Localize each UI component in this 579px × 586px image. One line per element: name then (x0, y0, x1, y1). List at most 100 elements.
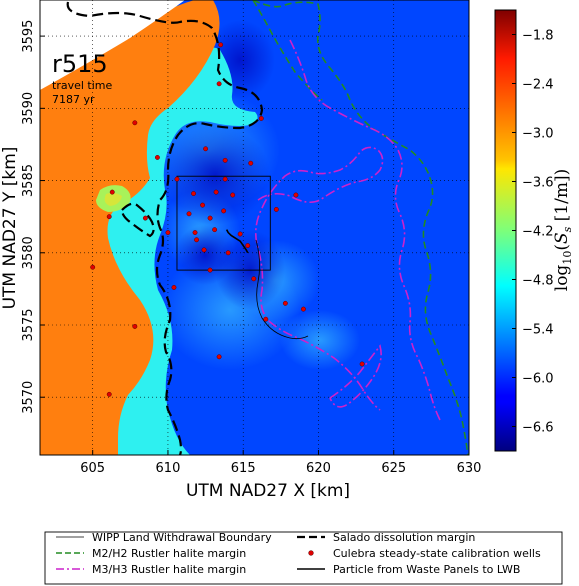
y-tick-label: 3590 (21, 92, 36, 125)
y-tick-label: 3570 (21, 381, 36, 414)
x-tick-label: 605 (80, 461, 105, 476)
calibration-well (293, 192, 299, 198)
wipp-land-withdrawal-boundary (176, 175, 271, 271)
calibration-well (165, 230, 171, 236)
plot-frame (39, 0, 470, 456)
m2h2-halite-margin-inner (252, 0, 323, 101)
calibration-well (230, 192, 236, 198)
particle-path (225, 229, 249, 254)
legend-label: Salado dissolution margin (333, 531, 475, 544)
calibration-well (106, 214, 112, 220)
colorbar-tick-label: −4.8 (522, 274, 554, 289)
colorbar-tick-label: −4.2 (522, 225, 554, 240)
salado-dissolution-margin-loop (120, 202, 155, 238)
colorbar-tick-label: −3.0 (522, 127, 554, 142)
calibration-well (200, 202, 206, 208)
colorbar-tick-label: −1.8 (522, 29, 554, 44)
legend-item: Particle from Waste Panels to LWB (297, 563, 520, 576)
legend-label: Particle from Waste Panels to LWB (333, 563, 520, 576)
calibration-well (154, 154, 160, 160)
calibration-well (216, 354, 222, 360)
legend-swatch (308, 550, 314, 556)
y-axis-label: UTM NAD27 Y [km] (0, 147, 20, 310)
colorbar-tick-label: −5.4 (522, 323, 554, 338)
salado-dissolution-margin (66, 1, 264, 455)
y-tick-label: 3585 (21, 164, 36, 197)
calibration-well (263, 316, 269, 322)
calibration-well (258, 115, 264, 121)
colorbar-tick-label: −2.4 (522, 78, 554, 93)
x-tick-label: 620 (306, 461, 331, 476)
x-axis-ticks: 605 610 615 620 625 630 (80, 450, 481, 476)
legend-item: Salado dissolution margin (297, 531, 475, 544)
legend: WIPP Land Withdrawal Boundary Salado diss… (44, 531, 563, 585)
calibration-well (90, 264, 96, 270)
legend-item: M2/H2 Rustler halite margin (56, 547, 246, 560)
calibration-well (132, 323, 138, 329)
y-tick-label: 3595 (21, 20, 36, 53)
field-nodata-corner (40, 0, 185, 90)
calibration-well (237, 231, 243, 237)
calibration-well (201, 247, 207, 253)
m2h2-halite-margin (252, 0, 469, 455)
x-axis-label: UTM NAD27 X [km] (186, 481, 350, 501)
heatmap-field (40, 0, 469, 455)
calibration-well (207, 267, 213, 273)
calibration-well (221, 208, 227, 214)
calibration-well (109, 189, 115, 195)
calibration-well (212, 227, 218, 233)
field-low-zone (175, 225, 235, 285)
calibration-well (216, 81, 222, 87)
field-patch (280, 310, 360, 370)
legend-item: WIPP Land Withdrawal Boundary (56, 531, 272, 544)
colorbar-tick-label: −3.6 (522, 176, 554, 191)
calibration-well (171, 284, 177, 290)
field-orange-zone (40, 0, 220, 455)
calibration-well (213, 189, 219, 195)
calibration-well (225, 250, 231, 256)
calibration-well (191, 191, 196, 197)
legend-label: Culebra steady-state calibration wells (333, 547, 541, 560)
colorbar-tick-label: −6.0 (522, 372, 554, 387)
calibration-well (251, 276, 257, 282)
m3h3-halite-margin-inner (254, 146, 384, 411)
m3h3-halite-margin (289, 39, 441, 421)
calibration-wells (90, 42, 365, 397)
calibration-well (192, 230, 198, 236)
calibration-well (300, 306, 306, 312)
legend-item: M3/H3 Rustler halite margin (56, 563, 246, 576)
colorbar-tick-label: −6.6 (522, 421, 554, 436)
x-tick-label: 630 (457, 461, 482, 476)
calibration-well (194, 237, 199, 243)
calibration-well (132, 120, 138, 126)
calibration-well (248, 160, 254, 166)
calibration-well (186, 211, 192, 217)
legend-label: M3/H3 Rustler halite margin (92, 563, 246, 576)
x-tick-label: 625 (381, 461, 406, 476)
x-tick-label: 610 (156, 461, 181, 476)
calibration-well (218, 42, 224, 48)
calibration-well (106, 391, 112, 397)
calibration-well (245, 243, 251, 249)
y-tick-label: 3575 (21, 308, 36, 341)
calibration-well (174, 176, 180, 182)
y-axis-ticks: 3570 3575 3580 3585 3590 3595 (21, 20, 45, 414)
calibration-well (222, 176, 228, 182)
calibration-well (207, 215, 213, 221)
calibration-well (359, 361, 365, 367)
calibration-well (282, 300, 288, 306)
calibration-well (142, 215, 148, 221)
colorbar-ticks: −1.8 −2.4 −3.0 −3.6 −4.2 −4.8 −5.4 −6.0 −6.6 (512, 29, 554, 436)
calibration-well (222, 157, 228, 163)
m3h3-halite-margin-loop (329, 344, 382, 408)
run-id-label: r515 (52, 50, 108, 78)
travel-time-value: 7187 yr (52, 93, 95, 106)
x-tick-label: 615 (231, 461, 256, 476)
field-yellow-patch (104, 192, 122, 206)
legend-label: WIPP Land Withdrawal Boundary (92, 531, 272, 544)
legend-label: M2/H2 Rustler halite margin (92, 547, 246, 560)
map-overlays (66, 0, 469, 455)
calibration-well (273, 206, 279, 212)
y-tick-label: 3580 (21, 236, 36, 269)
